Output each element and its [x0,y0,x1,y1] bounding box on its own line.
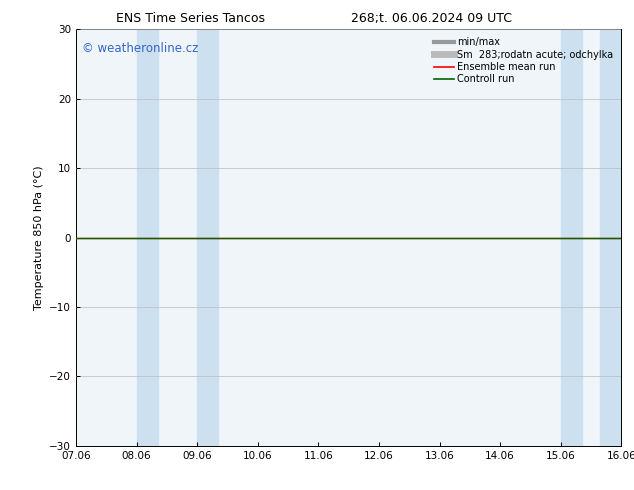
Bar [560,29,582,446]
Bar [600,29,621,446]
Text: ENS Time Series Tancos: ENS Time Series Tancos [115,12,265,25]
Text: 268;t. 06.06.2024 09 UTC: 268;t. 06.06.2024 09 UTC [351,12,512,25]
Bar [197,29,219,446]
Text: © weatheronline.cz: © weatheronline.cz [82,42,198,55]
Bar [137,29,158,446]
Legend: min/max, Sm  283;rodatn acute; odchylka, Ensemble mean run, Controll run: min/max, Sm 283;rodatn acute; odchylka, … [431,34,616,87]
Y-axis label: Temperature 850 hPa (°C): Temperature 850 hPa (°C) [34,165,44,310]
